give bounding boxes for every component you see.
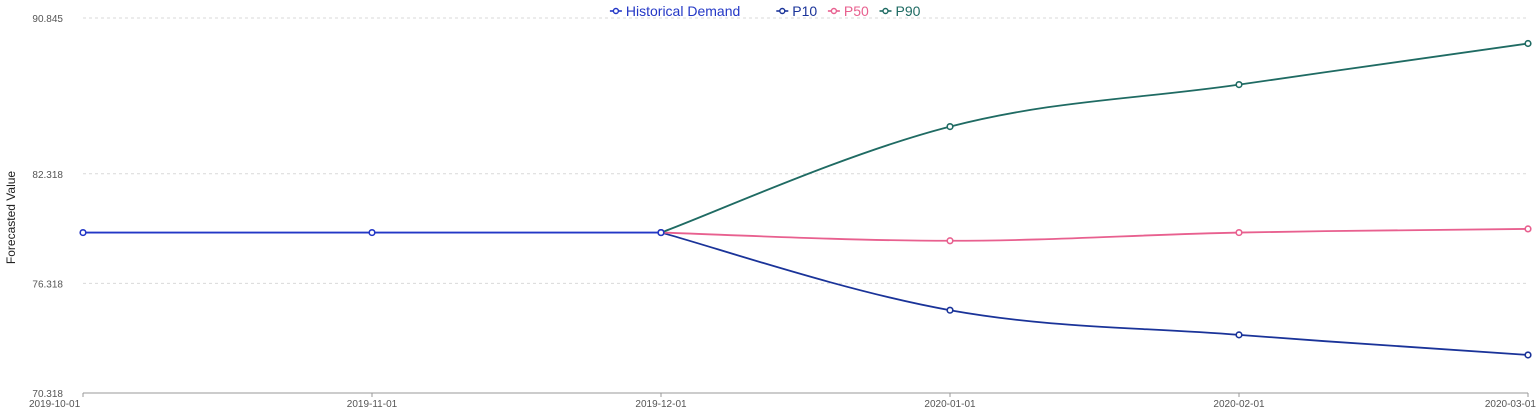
data-point[interactable] [946,123,954,131]
data-point[interactable] [946,306,954,314]
legend-label: Historical Demand [626,3,740,19]
x-tick-label: 2019-12-01 [635,399,687,410]
legend-marker-icon [612,7,620,15]
x-tick-label: 2020-03-01 [1485,399,1537,410]
data-point[interactable] [1524,225,1532,233]
series-historical-demand [79,228,665,237]
x-tick-label: 2020-01-01 [924,399,976,410]
legend-marker-icon [779,7,786,15]
data-point[interactable] [79,228,87,237]
data-point[interactable] [1524,39,1532,48]
series-line [660,42,1529,234]
series-p90 [657,39,1532,237]
data-point[interactable] [657,228,665,237]
series-line [660,228,1529,242]
legend-item[interactable]: P50 [827,3,869,19]
y-tick-labels: 70.318 76.318 82.318 90.845 [32,14,63,400]
series-p50 [657,225,1532,245]
legend-label: P50 [844,3,869,19]
y-tick-label: 70.318 [32,389,63,400]
legend-item[interactable]: Historical Demand [609,3,740,19]
legend-item[interactable]: P90 [879,3,921,19]
y-tick-label: 82.318 [32,170,63,181]
series-line [660,231,1529,356]
series-p10 [657,228,1532,359]
data-point[interactable] [946,237,954,245]
x-tick-labels: 2019-10-01 2019-11-01 2019-12-01 2020-01-01… [29,393,1536,410]
data-point[interactable] [1235,331,1243,339]
x-tick-label: 2020-02-01 [1213,399,1265,410]
data-point[interactable] [1524,351,1532,359]
data-point[interactable] [1235,80,1243,89]
x-tick-label: 2019-11-01 [347,399,398,410]
y-axis-title: Forecasted Value [4,171,18,264]
legend-label: P90 [896,3,921,19]
legend-marker-icon [830,7,838,15]
gridlines [83,17,1528,284]
y-tick-label: 90.845 [32,14,63,25]
x-tick-label: 2019-10-01 [29,399,81,410]
legend-label: P10 [792,3,817,19]
data-point[interactable] [1235,228,1243,237]
y-tick-label: 76.318 [32,279,63,290]
series-lines [79,39,1532,359]
data-point[interactable] [368,228,376,237]
legend-item[interactable]: P10 [776,3,817,19]
legend-marker-icon [882,7,889,15]
legend[interactable]: Historical Demand P10 P50 P90 [609,3,921,19]
